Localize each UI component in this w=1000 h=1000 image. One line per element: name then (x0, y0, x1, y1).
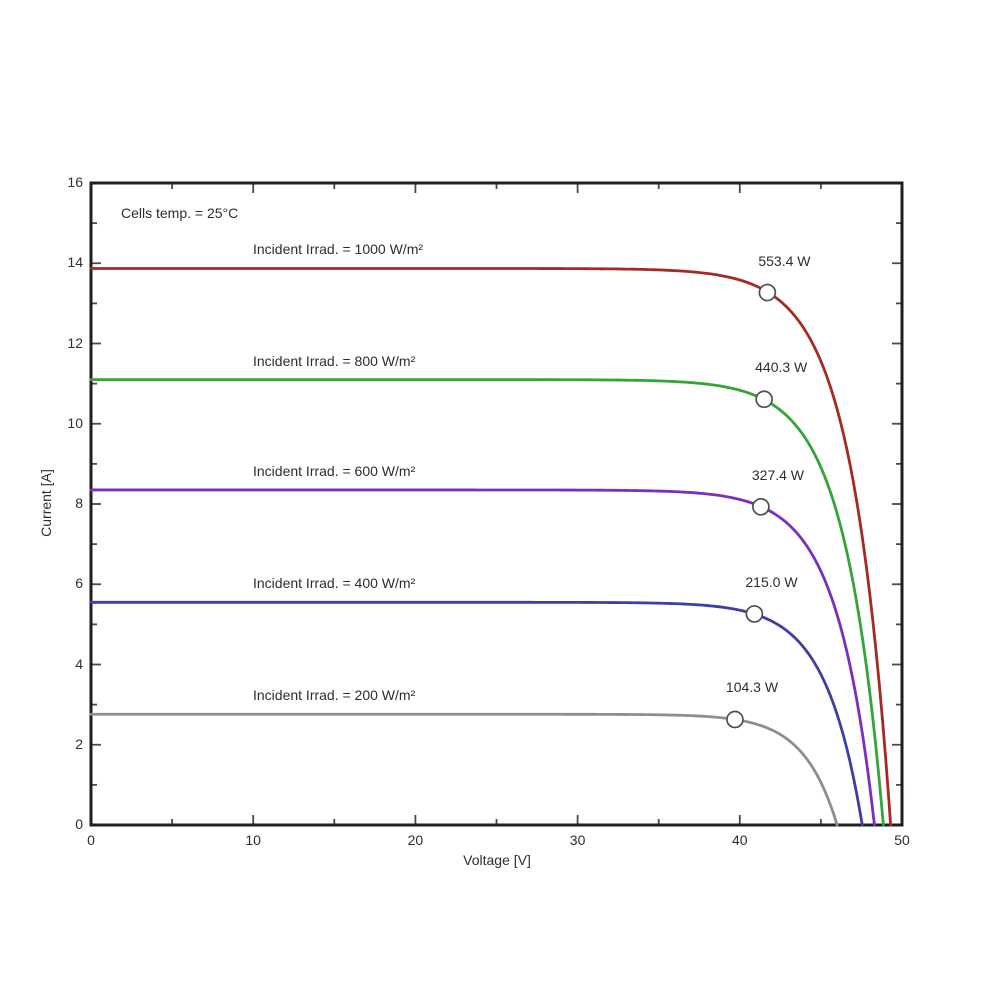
y-tick-label-16: 16 (67, 174, 83, 190)
iv-curve-irr-200 (89, 712, 839, 827)
power-label-irr-1000: 553.4 W (758, 252, 811, 269)
series-label-irr-600: Incident Irrad. = 600 W/m² (253, 462, 416, 479)
y-tick-label-12: 12 (67, 334, 83, 351)
x-tick-label-30: 30 (569, 832, 586, 848)
y-tick-label-6: 6 (75, 575, 83, 592)
mpp-marker-irr-800 (755, 390, 773, 409)
series-label-irr-400: Incident Irrad. = 400 W/m² (253, 575, 416, 592)
plot-frame (89, 181, 904, 827)
iv-curve-irr-1000 (89, 267, 893, 827)
series-label-irr-200: Incident Irrad. = 200 W/m² (253, 687, 416, 704)
power-label-irr-400: 215.0 W (745, 573, 798, 590)
x-axis-title: Voltage [V] (463, 852, 531, 868)
x-tick-label-50: 50 (894, 832, 910, 848)
y-tick-label-10: 10 (67, 414, 83, 431)
cells-temp-annotation: Cells temp. = 25°C (121, 205, 239, 221)
y-tick-label-0: 0 (75, 816, 83, 832)
power-label-irr-200: 104.3 W (725, 679, 779, 696)
series-label-irr-800: Incident Irrad. = 800 W/m² (253, 352, 416, 369)
power-label-irr-800: 440.3 W (755, 359, 808, 376)
mpp-marker-irr-200 (726, 710, 744, 729)
y-tick-label-14: 14 (67, 254, 83, 271)
x-tick-label-10: 10 (245, 832, 261, 848)
y-tick-label-8: 8 (75, 495, 83, 511)
iv-curve-irr-600 (89, 488, 876, 827)
y-tick-label-4: 4 (75, 655, 83, 672)
power-label-irr-600: 327.4 W (751, 466, 805, 483)
series-label-irr-1000: Incident Irrad. = 1000 W/m² (253, 241, 424, 258)
x-tick-label-40: 40 (732, 832, 748, 848)
iv-curve-irr-400 (89, 600, 864, 827)
mpp-marker-irr-1000 (758, 283, 777, 302)
mpp-marker-irr-600 (752, 497, 770, 516)
y-tick-label-2: 2 (75, 735, 83, 752)
x-tick-label-20: 20 (407, 832, 424, 848)
mpp-marker-irr-400 (745, 605, 764, 623)
iv-curve-irr-800 (89, 378, 885, 827)
x-tick-label-0: 0 (87, 832, 95, 848)
